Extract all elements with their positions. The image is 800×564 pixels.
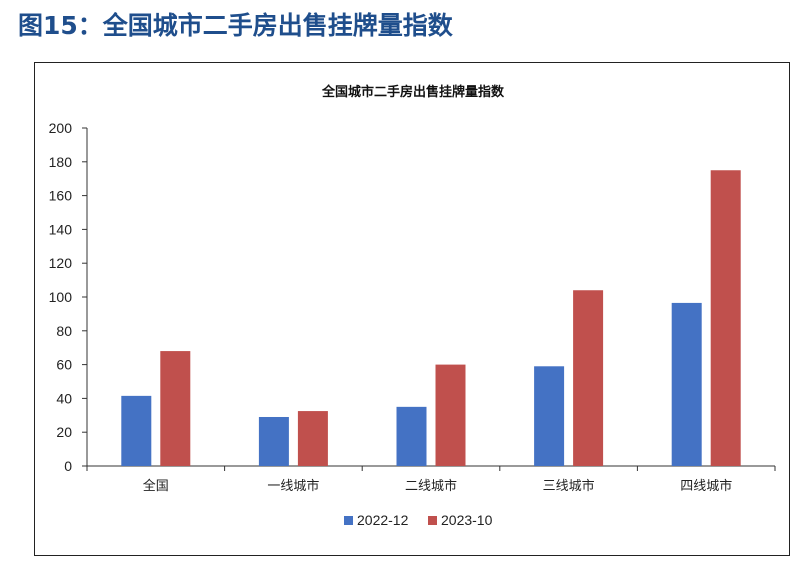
- y-tick-label: 100: [49, 289, 73, 305]
- y-tick-label: 200: [49, 120, 73, 136]
- figure-title: 图15：全国城市二手房出售挂牌量指数: [18, 11, 453, 40]
- bar-2023-10-全国: [160, 351, 191, 466]
- y-tick-label: 160: [49, 188, 73, 204]
- legend-swatch: [344, 516, 353, 525]
- axes: 0 20 40 60 80 100 120 140 160 180 200 全国 一线城市 二线城市 三线城…: [49, 120, 776, 494]
- bar-2022-12-四线城市: [671, 302, 702, 466]
- bar-2023-10-四线城市: [710, 170, 741, 466]
- bar-2023-10-一线城市: [297, 411, 328, 466]
- x-tick-label: 三线城市: [543, 478, 595, 494]
- y-tick-label: 20: [56, 424, 72, 440]
- bar-2022-12-全国: [121, 395, 152, 466]
- y-tick-label: 180: [49, 154, 73, 170]
- y-tick-label: 60: [56, 357, 72, 373]
- x-tick-label: 一线城市: [267, 478, 319, 494]
- bars: [121, 170, 741, 466]
- bar-2022-12-三线城市: [534, 366, 565, 466]
- bar-2022-12-一线城市: [258, 416, 289, 466]
- legend-label: 2022-12: [357, 512, 409, 528]
- y-tick-label: 0: [64, 458, 72, 474]
- y-tick-label: 40: [56, 390, 72, 406]
- y-tick-label: 80: [56, 323, 72, 339]
- y-tick-label: 140: [49, 221, 73, 237]
- legend-label: 2023-10: [441, 512, 493, 528]
- bar-2022-12-二线城市: [396, 406, 427, 466]
- chart-title: 全国城市二手房出售挂牌量指数: [321, 84, 505, 100]
- y-tick-label: 120: [49, 255, 73, 271]
- legend-swatch: [428, 516, 437, 525]
- x-tick-label: 全国: [143, 478, 169, 494]
- bar-2023-10-三线城市: [573, 290, 604, 466]
- x-tick-label: 二线城市: [405, 478, 457, 494]
- bar-2023-10-二线城市: [435, 364, 466, 466]
- legend: 2022-12 2023-10: [344, 512, 493, 528]
- x-tick-label: 四线城市: [680, 478, 732, 494]
- chart-frame: [34, 62, 790, 556]
